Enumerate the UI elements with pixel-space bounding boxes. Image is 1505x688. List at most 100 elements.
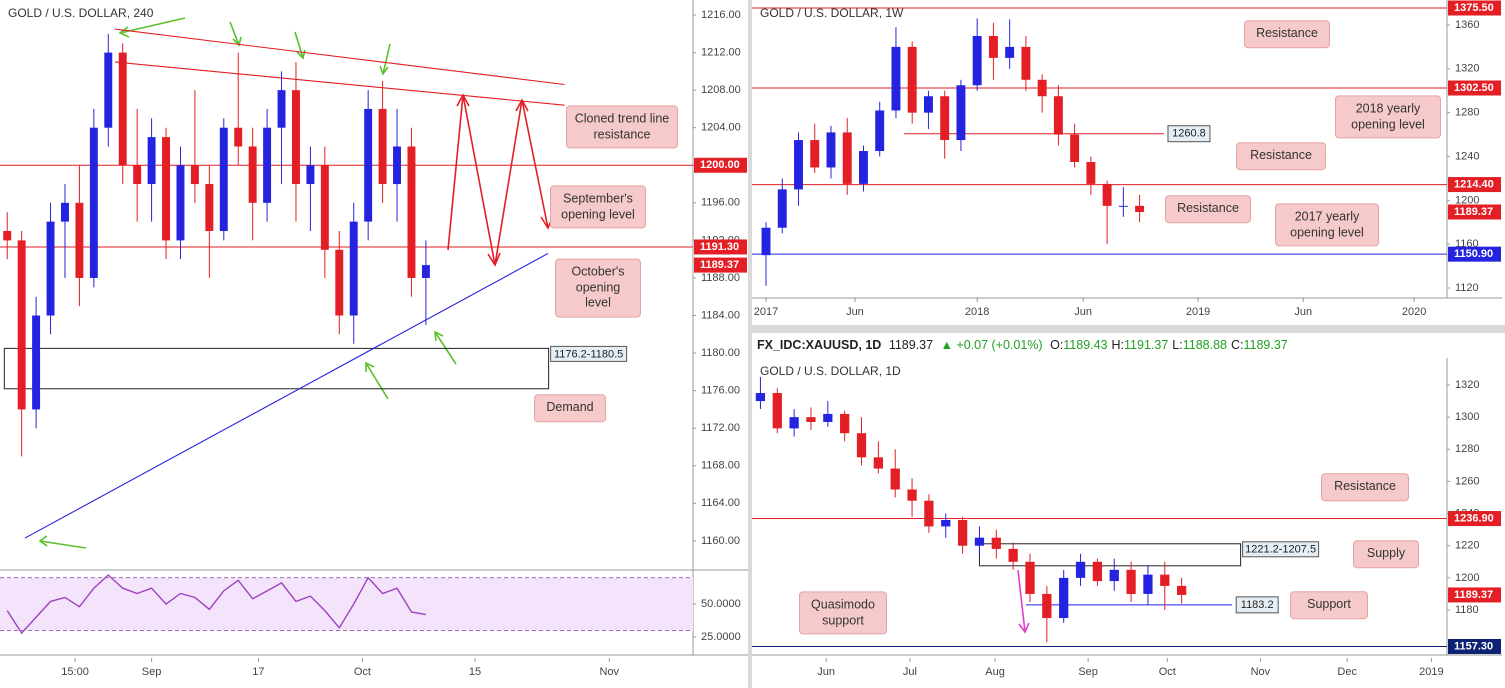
candle-body — [421, 265, 430, 278]
candle-body — [364, 108, 373, 222]
price-tag — [694, 239, 747, 255]
y-tick-label: 1212.00 — [701, 46, 741, 58]
y-tick-label: 1220 — [1455, 540, 1479, 552]
candle-body — [1143, 574, 1153, 594]
candle-body — [957, 520, 968, 546]
candle-body — [789, 417, 799, 429]
trendline — [114, 61, 565, 106]
last-price: 1189.37 — [888, 338, 934, 352]
candle-body — [104, 52, 113, 128]
x-tick-label: 15 — [469, 666, 481, 678]
ohlc-label: O: — [1050, 338, 1064, 352]
y-tick-label: 1280 — [1455, 443, 1479, 455]
callout: Cloned trend line resistance — [566, 105, 678, 149]
candle-body — [875, 110, 885, 152]
y-tick-label: 1360 — [1455, 19, 1479, 31]
candle-body — [1092, 561, 1103, 582]
rsi-band — [0, 577, 693, 631]
candle-body — [826, 132, 836, 168]
candle-body — [205, 184, 214, 232]
x-tick-label: 2019 — [1186, 306, 1210, 318]
x-tick-label: Oct — [1159, 666, 1176, 678]
y-tick-label: 1180.00 — [701, 347, 740, 359]
y-tick-label: 1196.00 — [701, 197, 740, 209]
candle-body — [907, 46, 917, 113]
callout: October's opening level — [555, 258, 641, 318]
x-tick-label: Sep — [1078, 666, 1098, 678]
candle-body — [988, 35, 998, 58]
trendline — [114, 28, 565, 86]
candle-body — [1042, 593, 1052, 619]
y-tick-label: 1204.00 — [701, 122, 741, 134]
y-tick-label: 1260 — [1455, 475, 1479, 487]
y-tick-label: 1216.00 — [701, 9, 741, 21]
x-tick-label: Nov — [1251, 666, 1271, 678]
y-tick-label: 50.0000 — [701, 598, 741, 610]
callout: Demand — [534, 394, 606, 422]
callout: 2018 yearly opening level — [1335, 95, 1441, 139]
candle-body — [1109, 569, 1119, 582]
y-tick-label: 1184.00 — [701, 309, 740, 321]
candle-body — [263, 127, 272, 203]
level-label-box — [1167, 125, 1211, 143]
candle-body — [823, 413, 833, 422]
candle-body — [291, 90, 300, 185]
price-tag-label: 1302.50 — [1454, 82, 1494, 94]
candle-body — [1102, 183, 1112, 206]
callout: September's opening level — [550, 185, 646, 229]
y-tick-label: 1200 — [1455, 194, 1479, 206]
callout: Supply — [1353, 540, 1419, 568]
candle-body — [133, 165, 142, 185]
candle-body — [1135, 205, 1145, 212]
y-tick-label: 1180 — [1455, 604, 1479, 616]
y-tick-label: 1164.00 — [701, 497, 740, 509]
candle-body — [755, 393, 766, 402]
chart-title: GOLD / U.S. DOLLAR, 1D — [760, 364, 901, 378]
level-label: 1183.2 — [1241, 599, 1274, 611]
candle-body — [972, 35, 982, 86]
candle-body — [1053, 96, 1063, 135]
green-arrows — [38, 17, 457, 549]
level-label-box — [1235, 596, 1279, 614]
candle-body — [956, 85, 966, 141]
y-tick-label: 1200 — [1455, 572, 1479, 584]
candle-body — [1118, 205, 1128, 207]
x-tick-label: 2020 — [1402, 306, 1426, 318]
panel-bottom-right — [752, 333, 1505, 688]
ohlc-label: L: — [1172, 338, 1183, 352]
price-tag-label: 1236.90 — [1454, 512, 1494, 524]
price-tag — [1448, 587, 1501, 603]
candle-body — [1160, 574, 1170, 586]
price-tag — [694, 257, 747, 273]
candle-body — [806, 417, 816, 422]
chart-title: GOLD / U.S. DOLLAR, 240 — [8, 6, 154, 20]
ohlc-value: 1189.37 — [1243, 338, 1288, 352]
y-tick-label: 1240 — [1455, 150, 1479, 162]
candle-body — [147, 137, 156, 185]
candle-body — [1086, 161, 1096, 184]
candle-body — [974, 537, 985, 546]
price-tag-label: 1200.00 — [700, 159, 740, 171]
candle-body — [60, 202, 69, 222]
candle-body — [810, 140, 820, 168]
rsi-line — [6, 574, 427, 635]
level-label: 1260.8 — [1172, 128, 1206, 140]
magenta-arrow — [1017, 569, 1030, 634]
candle-body — [856, 433, 867, 458]
y-tick-label: 1168.00 — [701, 460, 740, 472]
candle-body — [32, 315, 41, 410]
price-tag-label: 1150.90 — [1454, 248, 1493, 260]
y-tick-label: 25.0000 — [701, 631, 741, 643]
ohlc-value: 1191.37 — [1124, 338, 1169, 352]
candle-body — [393, 146, 402, 185]
candle-body — [378, 108, 387, 185]
y-tick-label: 1120 — [1455, 282, 1479, 294]
candle-body — [794, 140, 803, 190]
ohlc-label: H: — [1111, 338, 1125, 352]
chart-title: GOLD / U.S. DOLLAR, 1W — [760, 6, 904, 20]
callout: 2017 yearly opening level — [1275, 203, 1379, 247]
zone-label-box — [550, 345, 628, 362]
